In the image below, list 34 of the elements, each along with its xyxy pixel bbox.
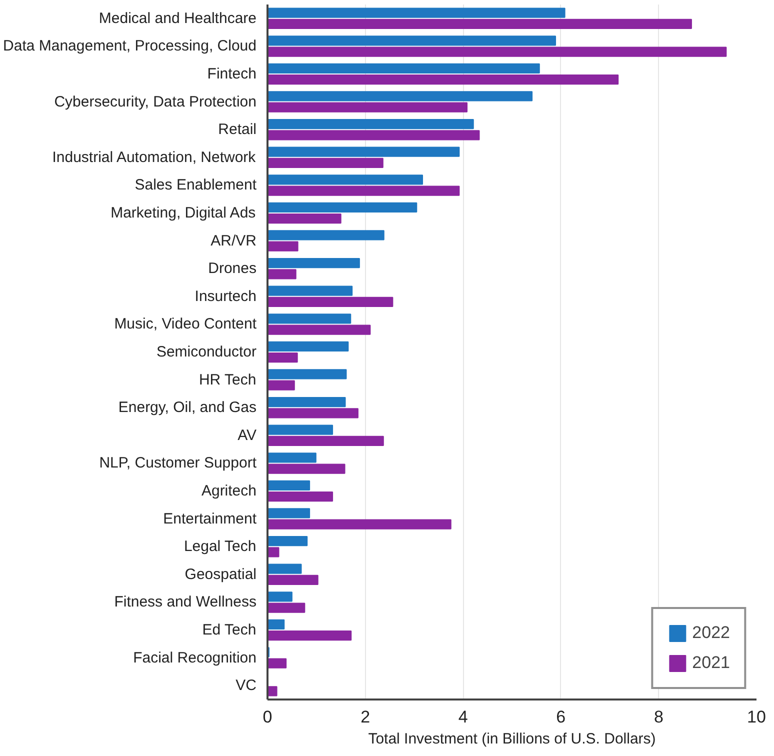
x-tick-label: 10 (747, 708, 766, 726)
y-tick-label: Marketing, Digital Ads (110, 204, 256, 222)
y-tick-label: Geospatial (184, 566, 257, 583)
y-tick-label: Facial Recognition (133, 649, 257, 666)
y-tick-label: Ed Tech (202, 622, 256, 638)
x-tick-label: 8 (654, 708, 664, 726)
legend-label: 2022 (692, 623, 730, 643)
x-tick-label: 6 (556, 708, 566, 726)
y-tick-label: HR Tech (198, 371, 256, 388)
y-tick-label: Fitness and Wellness (114, 594, 257, 611)
y-tick-label: Fintech (207, 66, 257, 82)
y-tick-label: Medical and Healthcare (98, 10, 257, 27)
y-tick-label: NLP, Customer Support (99, 454, 258, 472)
y-tick-label: Data Management, Processing, Cloud (3, 38, 257, 55)
y-tick-label: Legal Tech (184, 538, 256, 556)
x-axis-title: Total Investment (in Billions of U.S. Dollars) (368, 730, 656, 748)
x-tick-label: 2 (360, 708, 370, 726)
y-tick-label: Agritech (201, 482, 257, 500)
x-tick-label: 0 (262, 708, 272, 726)
y-tick-label: Industrial Automation, Network (52, 148, 256, 166)
y-tick-label: Retail (218, 121, 257, 138)
legend-label: 2021 (692, 653, 730, 673)
y-tick-label: AV (238, 426, 257, 444)
y-tick-label: Drones (208, 260, 257, 278)
y-tick-label: Sales Enablement (134, 176, 258, 194)
y-tick-label: VC (236, 677, 257, 694)
y-tick-label: Cybersecurity, Data Protection (54, 93, 257, 110)
x-tick-label: 4 (458, 708, 468, 726)
y-tick-label: Insurtech (194, 288, 257, 305)
y-tick-label: Music, Video Content (114, 316, 258, 333)
y-tick-label: AR/VR (210, 232, 257, 250)
y-tick-label: Entertainment (163, 510, 258, 528)
y-tick-label: Semiconductor (156, 344, 257, 360)
y-tick-label: Energy, Oil, and Gas (118, 399, 257, 416)
